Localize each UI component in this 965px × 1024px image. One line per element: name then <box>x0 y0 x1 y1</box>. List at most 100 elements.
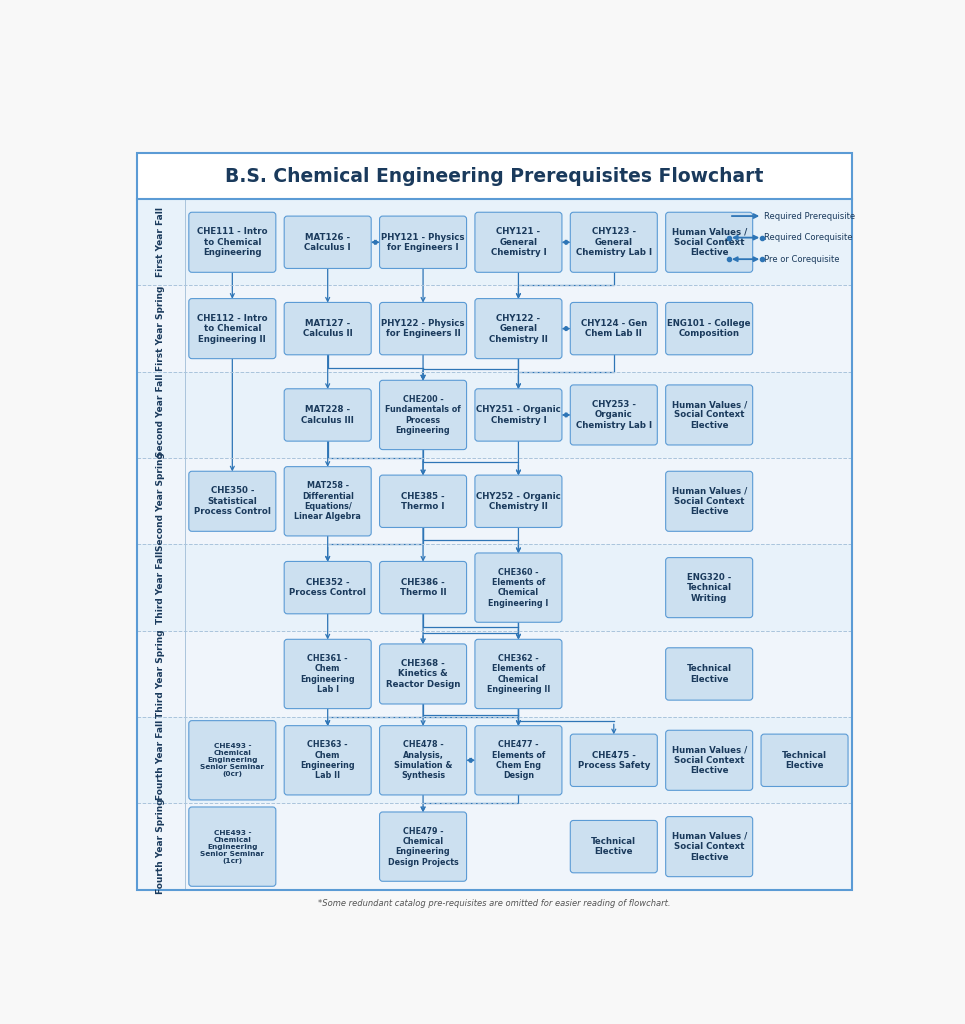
FancyBboxPatch shape <box>379 644 466 703</box>
Text: Second Year Fall: Second Year Fall <box>156 373 165 457</box>
FancyBboxPatch shape <box>189 807 276 887</box>
FancyBboxPatch shape <box>379 302 466 354</box>
FancyBboxPatch shape <box>189 299 276 358</box>
FancyBboxPatch shape <box>284 389 372 441</box>
FancyBboxPatch shape <box>284 561 372 613</box>
Bar <box>137 545 852 631</box>
Text: CHE352 -
Process Control: CHE352 - Process Control <box>290 578 366 597</box>
Text: CHE478 -
Analysis,
Simulation &
Synthesis: CHE478 - Analysis, Simulation & Synthesi… <box>394 740 453 780</box>
FancyBboxPatch shape <box>284 302 372 354</box>
FancyBboxPatch shape <box>475 475 562 527</box>
Text: CHE493 -
Chemical
Engineering
Senior Seminar
(1cr): CHE493 - Chemical Engineering Senior Sem… <box>201 829 264 863</box>
Text: B.S. Chemical Engineering Prerequisites Flowchart: B.S. Chemical Engineering Prerequisites … <box>226 167 763 185</box>
Text: Technical
Elective: Technical Elective <box>782 751 827 770</box>
FancyBboxPatch shape <box>475 553 562 623</box>
FancyBboxPatch shape <box>379 726 466 795</box>
FancyBboxPatch shape <box>570 385 657 445</box>
FancyBboxPatch shape <box>666 816 753 877</box>
FancyBboxPatch shape <box>475 639 562 709</box>
Text: CHE475 -
Process Safety: CHE475 - Process Safety <box>578 751 650 770</box>
Text: CHE111 - Intro
to Chemical
Engineering: CHE111 - Intro to Chemical Engineering <box>197 227 267 257</box>
Text: ENG101 - College
Composition: ENG101 - College Composition <box>668 318 751 338</box>
Text: CHE386 -
Thermo II: CHE386 - Thermo II <box>400 578 447 597</box>
Text: Third Year Fall: Third Year Fall <box>156 551 165 625</box>
FancyBboxPatch shape <box>761 734 848 786</box>
Text: CHY122 -
General
Chemistry II: CHY122 - General Chemistry II <box>489 313 548 343</box>
FancyBboxPatch shape <box>570 302 657 354</box>
FancyBboxPatch shape <box>666 648 753 700</box>
FancyBboxPatch shape <box>284 639 372 709</box>
Text: Technical
Elective: Technical Elective <box>687 665 731 684</box>
Text: Human Values /
Social Context
Elective: Human Values / Social Context Elective <box>672 745 747 775</box>
Text: CHY252 - Organic
Chemistry II: CHY252 - Organic Chemistry II <box>476 492 561 511</box>
Text: MAT258 -
Differential
Equations/
Linear Algebra: MAT258 - Differential Equations/ Linear … <box>294 481 361 521</box>
Text: CHE361 -
Chem
Engineering
Lab I: CHE361 - Chem Engineering Lab I <box>300 654 355 694</box>
Text: ENG320 -
Technical
Writing: ENG320 - Technical Writing <box>687 572 731 602</box>
FancyBboxPatch shape <box>379 380 466 450</box>
Text: CHE477 -
Elements of
Chem Eng
Design: CHE477 - Elements of Chem Eng Design <box>492 740 545 780</box>
Text: CHE479 -
Chemical
Engineering
Design Projects: CHE479 - Chemical Engineering Design Pro… <box>388 826 458 866</box>
Bar <box>137 717 852 804</box>
Text: CHY123 -
General
Chemistry Lab I: CHY123 - General Chemistry Lab I <box>576 227 652 257</box>
Text: CHE493 -
Chemical
Engineering
Senior Seminar
(0cr): CHE493 - Chemical Engineering Senior Sem… <box>201 743 264 777</box>
Text: CHY121 -
General
Chemistry I: CHY121 - General Chemistry I <box>490 227 546 257</box>
Text: MAT228 -
Calculus III: MAT228 - Calculus III <box>301 406 354 425</box>
FancyBboxPatch shape <box>666 212 753 272</box>
Bar <box>137 458 852 545</box>
Text: Second Year Spring: Second Year Spring <box>156 452 165 551</box>
FancyBboxPatch shape <box>284 467 372 536</box>
Text: Human Values /
Social Context
Elective: Human Values / Social Context Elective <box>672 831 747 861</box>
FancyBboxPatch shape <box>666 302 753 354</box>
Text: Fourth Year Spring: Fourth Year Spring <box>156 799 165 894</box>
FancyBboxPatch shape <box>284 216 372 268</box>
FancyBboxPatch shape <box>379 561 466 613</box>
Text: CHE350 -
Statistical
Process Control: CHE350 - Statistical Process Control <box>194 486 271 516</box>
FancyBboxPatch shape <box>189 471 276 531</box>
Text: First Year Spring: First Year Spring <box>156 286 165 372</box>
Text: MAT127 -
Calculus II: MAT127 - Calculus II <box>303 318 352 338</box>
Text: *Some redundant catalog pre-requisites are omitted for easier reading of flowcha: *Some redundant catalog pre-requisites a… <box>318 899 671 908</box>
FancyBboxPatch shape <box>379 475 466 527</box>
Bar <box>137 372 852 458</box>
Text: CHE368 -
Kinetics &
Reactor Design: CHE368 - Kinetics & Reactor Design <box>386 659 460 689</box>
FancyBboxPatch shape <box>189 721 276 800</box>
FancyBboxPatch shape <box>666 730 753 791</box>
FancyBboxPatch shape <box>284 726 372 795</box>
Bar <box>137 199 852 286</box>
FancyBboxPatch shape <box>666 385 753 445</box>
Text: CHE385 -
Thermo I: CHE385 - Thermo I <box>401 492 445 511</box>
Text: CHY124 - Gen
Chem Lab II: CHY124 - Gen Chem Lab II <box>581 318 647 338</box>
FancyBboxPatch shape <box>570 212 657 272</box>
Bar <box>137 631 852 717</box>
Text: PHY121 - Physics
for Engineers I: PHY121 - Physics for Engineers I <box>381 232 465 252</box>
FancyBboxPatch shape <box>475 389 562 441</box>
FancyBboxPatch shape <box>475 299 562 358</box>
Text: CHY253 -
Organic
Chemistry Lab I: CHY253 - Organic Chemistry Lab I <box>576 400 652 430</box>
FancyBboxPatch shape <box>189 212 276 272</box>
Text: Required Corequisite: Required Corequisite <box>764 233 853 242</box>
Text: CHE200 -
Fundamentals of
Process
Engineering: CHE200 - Fundamentals of Process Enginee… <box>385 395 461 435</box>
FancyBboxPatch shape <box>379 812 466 882</box>
FancyBboxPatch shape <box>666 471 753 531</box>
Text: CHE112 - Intro
to Chemical
Engineering II: CHE112 - Intro to Chemical Engineering I… <box>197 313 267 343</box>
Text: Pre or Corequisite: Pre or Corequisite <box>764 255 840 263</box>
Text: CHE360 -
Elements of
Chemical
Engineering I: CHE360 - Elements of Chemical Engineerin… <box>488 567 549 607</box>
Text: Third Year Spring: Third Year Spring <box>156 630 165 718</box>
Bar <box>137 804 852 890</box>
Text: Required Prerequisite: Required Prerequisite <box>764 212 856 220</box>
Text: Human Values /
Social Context
Elective: Human Values / Social Context Elective <box>672 400 747 430</box>
Text: CHE362 -
Elements of
Chemical
Engineering II: CHE362 - Elements of Chemical Engineerin… <box>486 654 550 694</box>
Bar <box>137 153 852 199</box>
Text: MAT126 -
Calculus I: MAT126 - Calculus I <box>304 232 351 252</box>
FancyBboxPatch shape <box>475 726 562 795</box>
Text: Fourth Year Fall: Fourth Year Fall <box>156 720 165 801</box>
FancyBboxPatch shape <box>570 820 657 872</box>
Text: Human Values /
Social Context
Elective: Human Values / Social Context Elective <box>672 227 747 257</box>
FancyBboxPatch shape <box>570 734 657 786</box>
Text: CHY251 - Organic
Chemistry I: CHY251 - Organic Chemistry I <box>476 406 561 425</box>
Text: First Year Fall: First Year Fall <box>156 207 165 278</box>
Text: CHE363 -
Chem
Engineering
Lab II: CHE363 - Chem Engineering Lab II <box>300 740 355 780</box>
FancyBboxPatch shape <box>475 212 562 272</box>
Text: Technical
Elective: Technical Elective <box>592 837 636 856</box>
Text: PHY122 - Physics
for Engineers II: PHY122 - Physics for Engineers II <box>381 318 465 338</box>
